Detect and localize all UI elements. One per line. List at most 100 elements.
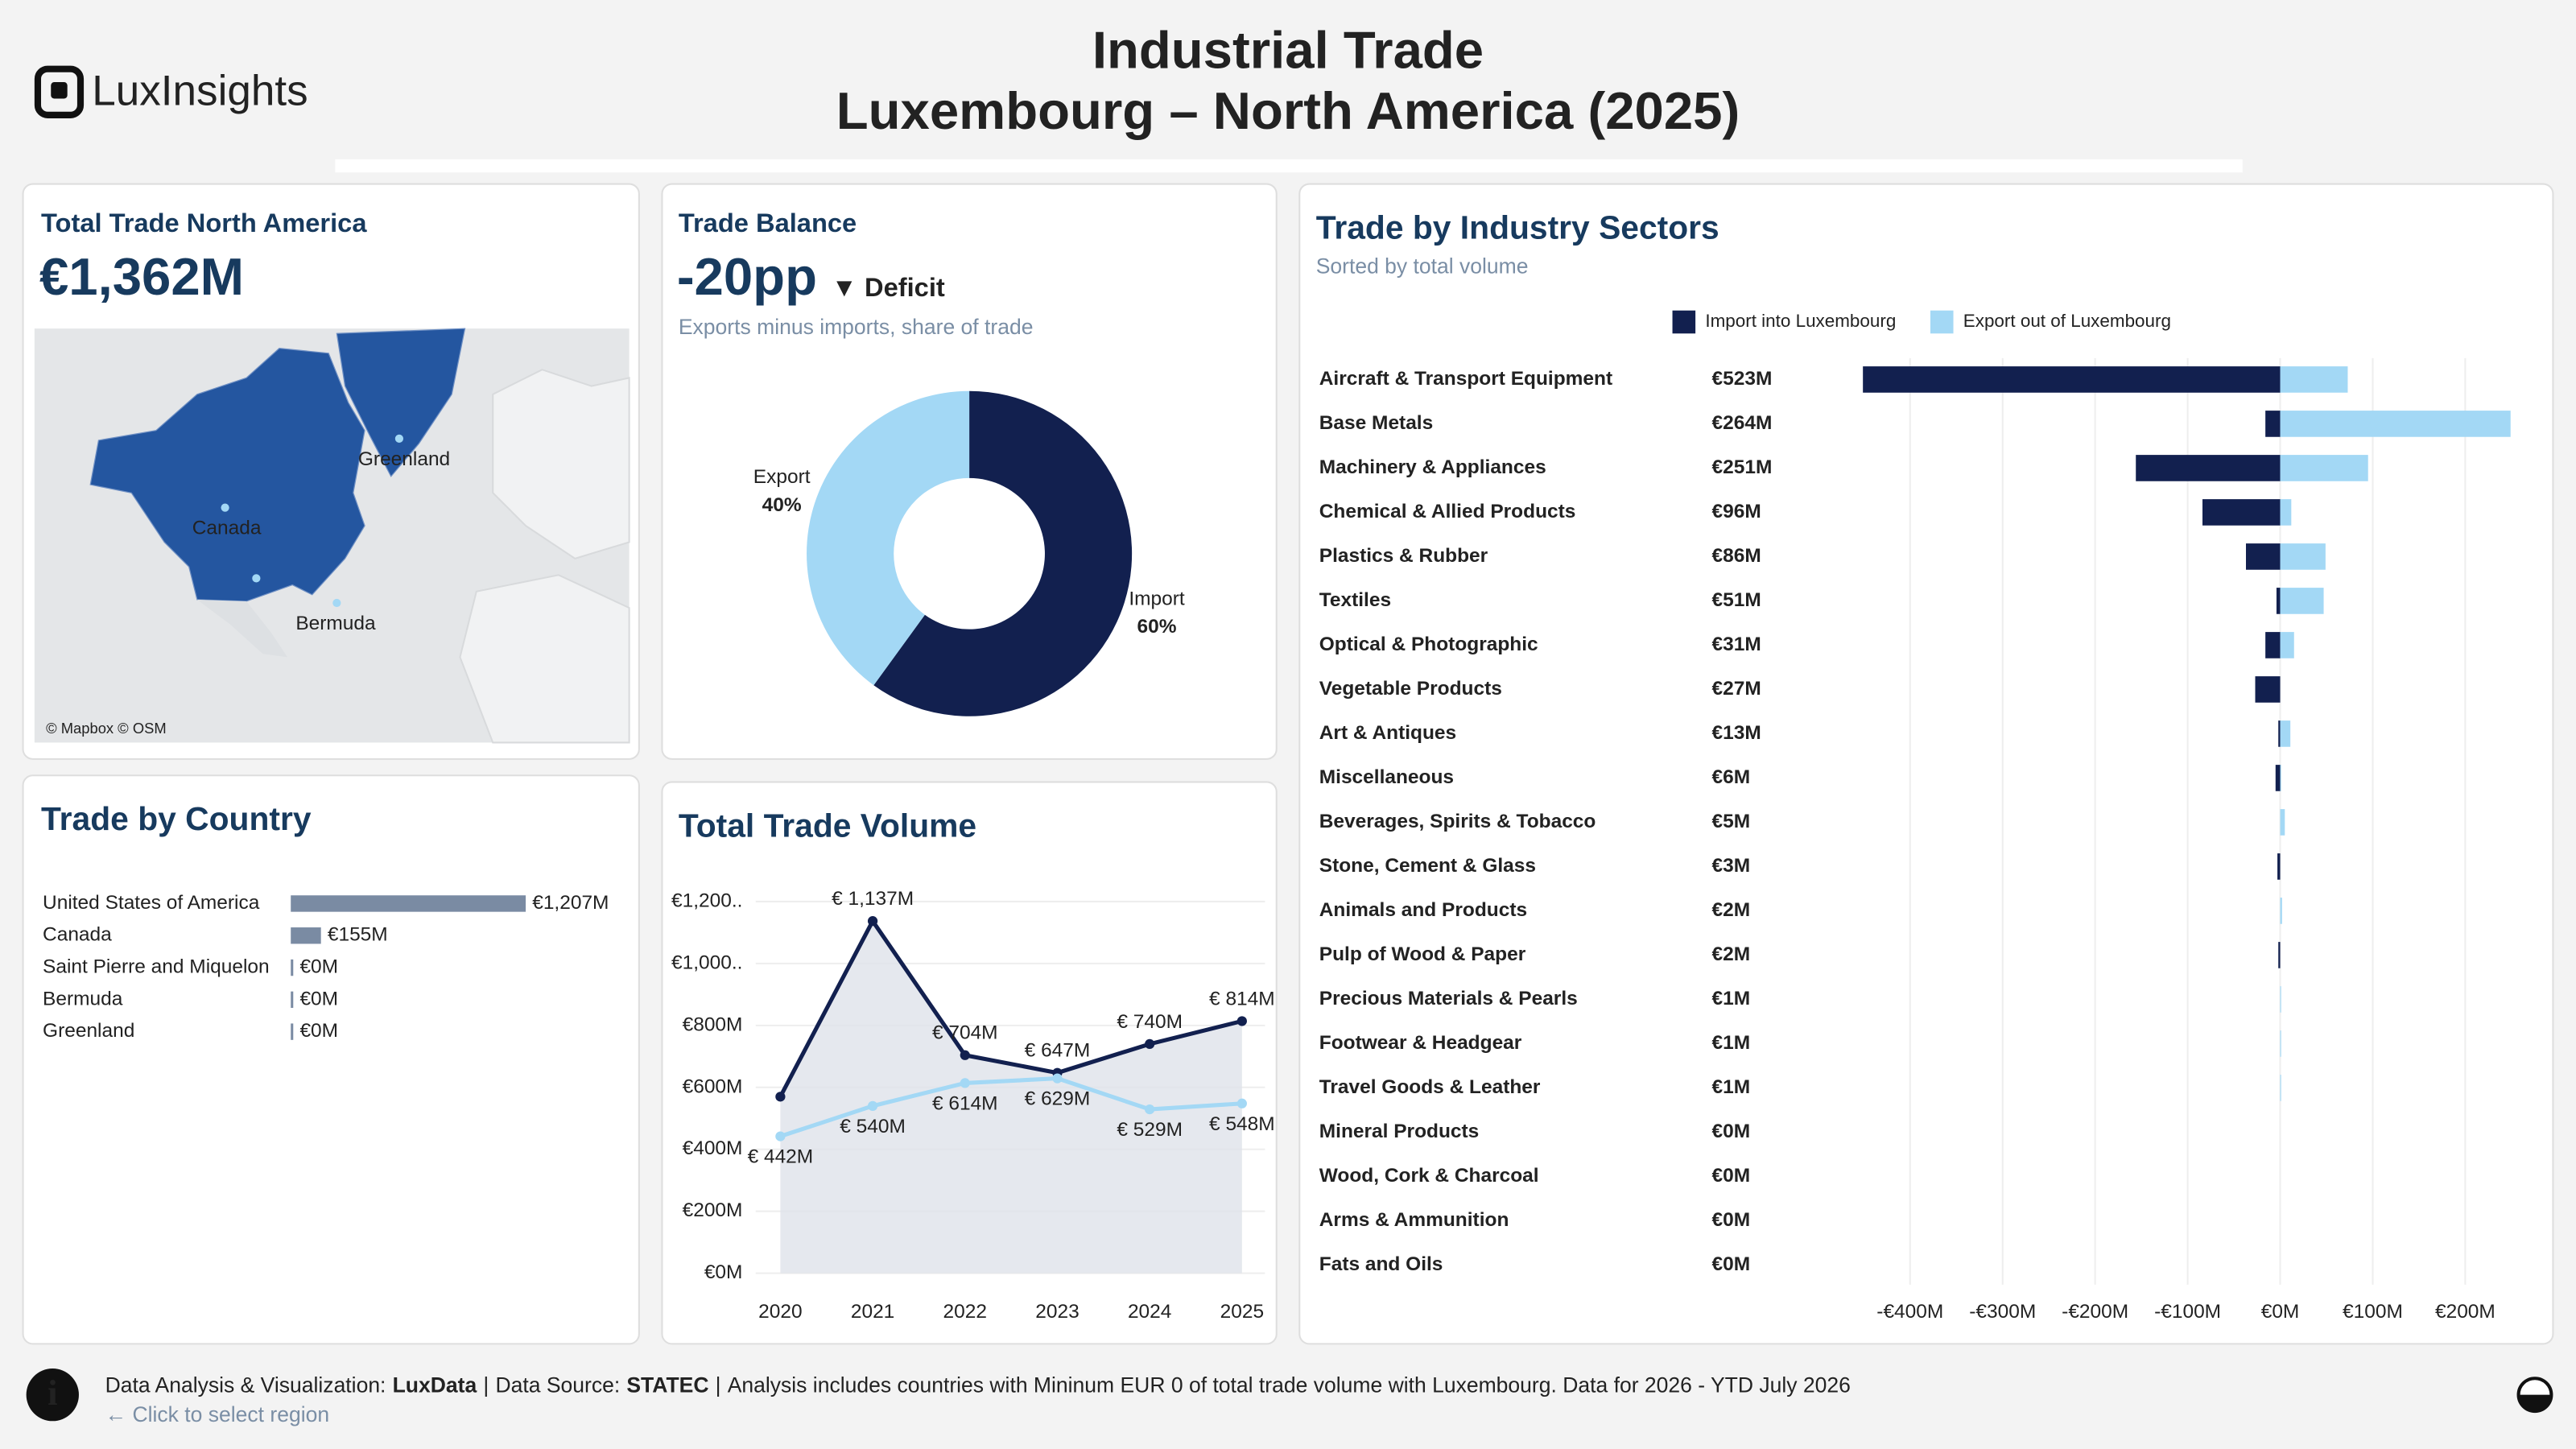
- point-label: € 814M: [1209, 988, 1275, 1009]
- y-tick-label: €0M: [704, 1261, 743, 1283]
- point: [775, 1131, 786, 1141]
- x-tick-label: -€300M: [1969, 1301, 2036, 1323]
- total-label: €86M: [1712, 545, 1761, 567]
- bar: [2280, 366, 2348, 393]
- y-tick-label: €800M: [683, 1013, 743, 1035]
- legend-label: Export out of Luxembourg: [1963, 311, 2171, 331]
- bar: [2280, 411, 2511, 437]
- bar: [291, 1023, 294, 1040]
- bar: [2246, 543, 2281, 570]
- bar-value-label: €0M: [299, 956, 338, 978]
- bar: [291, 959, 294, 976]
- map-region-na: [89, 348, 365, 602]
- category-label: Textiles: [1319, 589, 1391, 611]
- bar: [291, 895, 526, 912]
- kpi-subtitle: Exports minus imports, share of trade: [679, 315, 1034, 339]
- map-region-greenland: [336, 328, 466, 477]
- legend-swatch: [1930, 310, 1954, 334]
- total-label: €2M: [1712, 899, 1751, 921]
- map-dot[interactable]: [394, 434, 404, 443]
- category-label: Fats and Oils: [1319, 1253, 1443, 1275]
- x-tick-label: €100M: [2343, 1301, 2403, 1323]
- total-label: €6M: [1712, 766, 1751, 788]
- point-label: € 548M: [1209, 1113, 1275, 1135]
- theme-toggle[interactable]: [2516, 1377, 2553, 1414]
- category-label: Footwear & Headgear: [1319, 1032, 1522, 1054]
- footer-note: Analysis includes countries with Mininum…: [728, 1373, 1851, 1397]
- logo[interactable]: LuxInsights: [34, 65, 308, 118]
- footer-credit-label: Data Analysis & Visualization:: [105, 1373, 386, 1397]
- total-label: €2M: [1712, 943, 1751, 965]
- page-subtitle: Luxembourg – North America (2025): [836, 81, 1740, 140]
- point: [775, 1092, 786, 1102]
- area: [780, 921, 1242, 1274]
- category-label: Beverages, Spirits & Tobacco: [1319, 811, 1596, 832]
- point-label: € 614M: [932, 1092, 998, 1114]
- y-tick-label: €200M: [683, 1199, 743, 1221]
- point: [1236, 1098, 1247, 1108]
- x-tick-label: 2023: [1035, 1301, 1079, 1323]
- footer-separator: |: [483, 1373, 489, 1397]
- map-dot[interactable]: [252, 574, 261, 583]
- total-label: €3M: [1712, 855, 1751, 877]
- kpi-title: Total Trade North America: [41, 208, 367, 237]
- total-label: €96M: [1712, 501, 1761, 522]
- point: [867, 1100, 878, 1111]
- point-label: € 529M: [1117, 1119, 1183, 1141]
- bar: [2280, 809, 2285, 836]
- y-tick-label: €1,200..: [671, 890, 742, 911]
- bar: [2280, 455, 2368, 481]
- slice-label: Import: [1129, 588, 1185, 610]
- bar: [291, 927, 321, 944]
- bar: [2280, 499, 2292, 526]
- category-label: Optical & Photographic: [1319, 634, 1538, 655]
- panel-title: Total Trade Volume: [679, 807, 976, 844]
- category-label: Bermuda: [43, 988, 123, 1009]
- category-label: Aircraft & Transport Equipment: [1319, 368, 1612, 390]
- total-label: €264M: [1712, 412, 1773, 434]
- map-label: Canada: [192, 518, 262, 539]
- legend-swatch: [1672, 310, 1696, 334]
- footer-source: STATEC: [626, 1373, 708, 1397]
- total-label: €523M: [1712, 368, 1773, 390]
- line: [778, 917, 1243, 1098]
- panel-subtitle: Sorted by total volume: [1316, 254, 1529, 279]
- bar: [2278, 942, 2281, 968]
- bar: [2280, 588, 2324, 614]
- footer-credit: LuxData: [393, 1373, 477, 1397]
- bar: [2280, 543, 2326, 570]
- point-label: € 540M: [840, 1116, 906, 1137]
- point: [867, 916, 878, 927]
- point-label: € 740M: [1117, 1011, 1183, 1033]
- footer-hint[interactable]: ← Click to select region: [105, 1402, 330, 1426]
- map-dot[interactable]: [221, 503, 229, 512]
- category-label: Vegetable Products: [1319, 678, 1502, 700]
- category-label: Precious Materials & Pearls: [1319, 988, 1578, 1009]
- map-dot[interactable]: [332, 598, 341, 608]
- footer-text: Data Analysis & Visualization: LuxData | Da…: [105, 1373, 1851, 1397]
- bar: [2136, 455, 2281, 481]
- bar-value-label: €0M: [299, 1020, 338, 1042]
- donut-slice: [807, 390, 970, 686]
- bar: [2280, 898, 2282, 924]
- category-label: Canada: [43, 924, 112, 946]
- category-label: Base Metals: [1319, 412, 1433, 434]
- x-tick-label: -€400M: [1876, 1301, 1943, 1323]
- panel-title: Trade by Country: [41, 800, 312, 837]
- y-tick-label: €600M: [683, 1075, 743, 1097]
- point: [1145, 1038, 1155, 1050]
- map-attribution: © Mapbox © OSM: [46, 720, 167, 737]
- category-label: Machinery & Appliances: [1319, 456, 1546, 478]
- bar-value-label: €0M: [299, 988, 338, 1009]
- bar: [1863, 366, 2281, 393]
- info-button[interactable]: [26, 1368, 79, 1422]
- map[interactable]: Canada Greenland Bermuda © Mapbox © OSM: [34, 328, 630, 744]
- bar: [291, 991, 294, 1009]
- category-label: Miscellaneous: [1319, 766, 1454, 788]
- total-label: €0M: [1712, 1165, 1751, 1187]
- category-label: Stone, Cement & Glass: [1319, 855, 1536, 877]
- panel-title: Trade by Industry Sectors: [1316, 208, 1719, 246]
- kpi-value: -20pp: [677, 247, 817, 306]
- total-label: €27M: [1712, 678, 1761, 700]
- map-land-mexico: [196, 599, 288, 658]
